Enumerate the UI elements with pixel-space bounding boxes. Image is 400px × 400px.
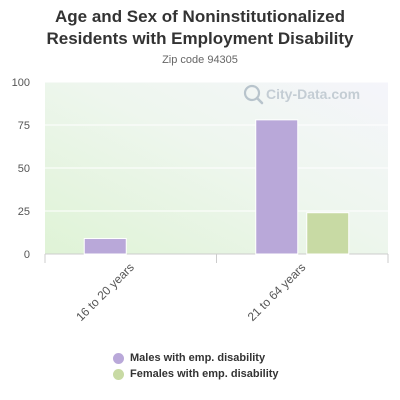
y-tick-label: 100 bbox=[12, 77, 30, 89]
legend: Males with emp. disability Females with e… bbox=[113, 350, 279, 382]
legend-item: Males with emp. disability bbox=[113, 350, 279, 366]
watermark: City-Data.com bbox=[243, 84, 360, 105]
legend-label: Females with emp. disability bbox=[130, 368, 279, 380]
bar bbox=[306, 212, 350, 255]
legend-swatch bbox=[113, 368, 124, 380]
y-tick-label: 25 bbox=[18, 206, 30, 218]
x-tick-label: 21 to 64 years bbox=[245, 260, 309, 324]
y-tick-label: 75 bbox=[18, 120, 30, 132]
legend-label: Males with emp. disability bbox=[130, 352, 266, 364]
y-tick-label: 50 bbox=[18, 163, 30, 175]
magnifier-icon bbox=[243, 84, 264, 105]
bar bbox=[255, 119, 299, 255]
bar bbox=[83, 238, 127, 255]
chart-subtitle: Zip code 94305 bbox=[162, 54, 238, 66]
chart-title: Age and Sex of Noninstitutionalized Resid… bbox=[46, 7, 354, 48]
legend-item: Females with emp. disability bbox=[113, 366, 279, 382]
watermark-text: City-Data.com bbox=[266, 86, 360, 102]
x-tick-label: 16 to 20 years bbox=[73, 260, 137, 324]
y-tick-label: 0 bbox=[24, 249, 30, 261]
legend-swatch bbox=[113, 352, 124, 364]
